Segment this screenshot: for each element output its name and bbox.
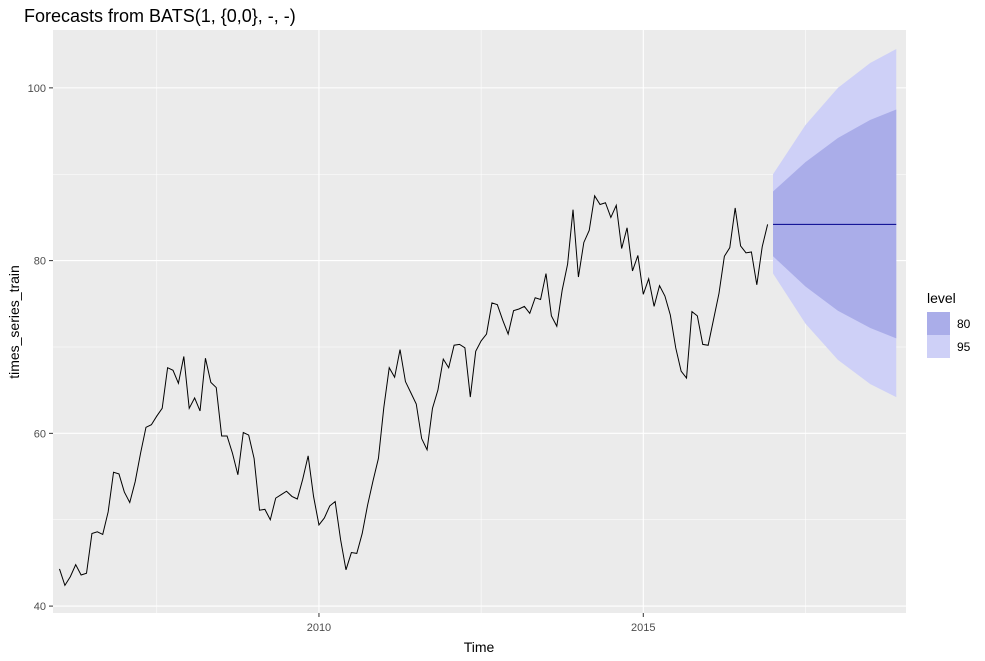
x-axis-title: Time: [464, 639, 495, 655]
axis-ticks: 40 60 80 100 2010 2015: [28, 83, 656, 634]
y-axis-title: times_series_train: [6, 265, 22, 379]
y-tick-label: 80: [34, 256, 46, 268]
legend-label-95: 95: [957, 340, 971, 354]
y-tick-label: 40: [34, 601, 46, 613]
x-tick-label: 2010: [307, 622, 331, 634]
legend-key-80: [927, 312, 950, 335]
legend-title: level: [927, 290, 956, 306]
legend-label-80: 80: [957, 317, 971, 331]
history-line: [59, 194, 769, 587]
y-tick-label: 60: [34, 428, 46, 440]
series-lines: [59, 194, 897, 587]
y-tick-label: 100: [28, 83, 46, 95]
legend-key-95: [927, 335, 950, 358]
x-tick-label: 2015: [631, 622, 655, 634]
plot-panel: [53, 30, 906, 613]
legend: level 80 95: [927, 290, 971, 358]
chart-title: Forecasts from BATS(1, {0,0}, -, -): [24, 6, 296, 26]
